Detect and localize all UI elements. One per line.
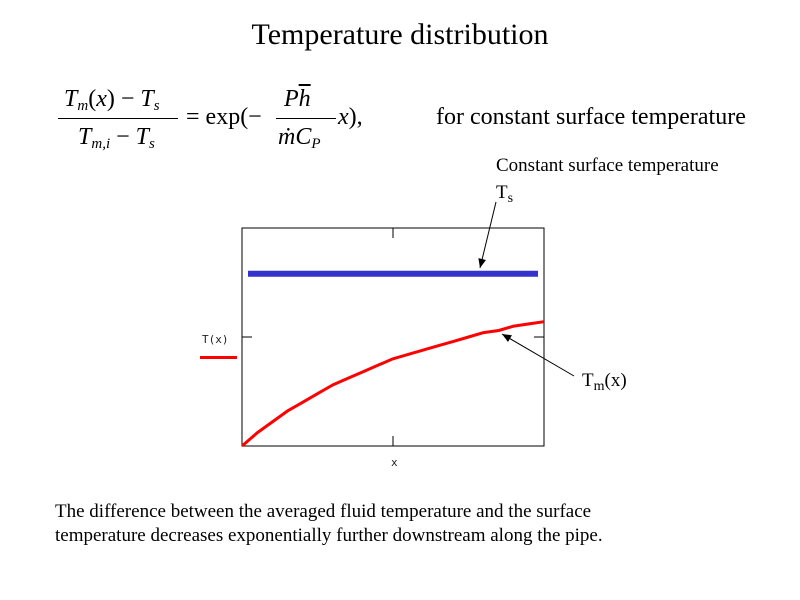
rhs-numerator: Ph (284, 86, 311, 112)
fluid-arrow (501, 333, 575, 377)
lhs-numerator: Tm(x) − Ts (64, 86, 160, 114)
surface-arrow (479, 201, 497, 269)
rhs-denominator: ṁCP (278, 124, 321, 152)
fluid-arrow-head (502, 334, 512, 343)
fluid-temp-label: Tm(x) (582, 370, 627, 394)
fluid-temperature-line (241, 320, 545, 448)
lhs-fraction-bar (58, 118, 178, 119)
surface-temp-label: Constant surface temperature (496, 155, 719, 176)
lhs-denominator: Tm,i − Ts (78, 124, 155, 152)
equation-condition: for constant surface temperature (436, 104, 746, 130)
page-title: Temperature distribution (251, 18, 549, 51)
equals-exp: = exp(− (186, 104, 262, 130)
caption-line-2: temperature decreases exponentially furt… (55, 525, 603, 546)
fluid-legend-swatch (200, 356, 237, 359)
plot-frame (241, 227, 545, 447)
surface-arrow-head (478, 258, 486, 268)
caption-line-1: The difference between the averaged flui… (55, 501, 592, 522)
temperature-equation: Tm(x) − Ts Tm,i − Ts = exp(− Ph ṁCP x), … (58, 80, 758, 160)
rhs-tail: x), (338, 104, 363, 130)
x-axis-label: x (391, 456, 398, 469)
caption: The difference between the averaged flui… (55, 500, 755, 548)
rhs-fraction-bar (276, 118, 336, 119)
y-axis-label: T(x) (202, 333, 229, 346)
surface-temp-symbol: Ts (496, 182, 514, 206)
